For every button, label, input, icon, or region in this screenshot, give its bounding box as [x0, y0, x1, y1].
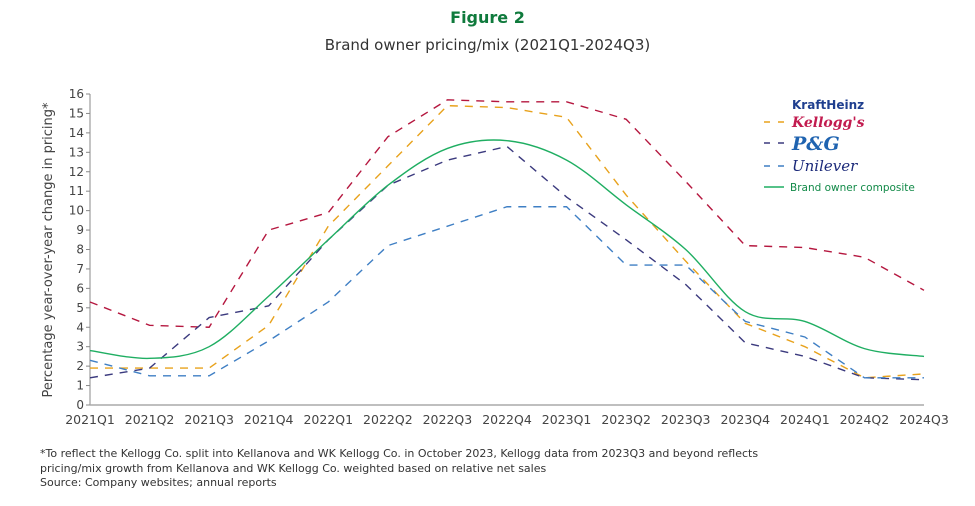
y-tick-label: 13: [69, 145, 84, 159]
x-tick-label: 2024Q3: [899, 412, 949, 427]
x-tick-label: 2022Q3: [423, 412, 473, 427]
x-tick-label: 2021Q1: [65, 412, 115, 427]
legend-kelloggs: Kellogg's: [791, 115, 865, 131]
kraftheinz-logo-text: KraftHeinz: [792, 98, 864, 112]
footnote-line-2: pricing/mix growth from Kellanova and WK…: [40, 461, 547, 475]
y-tick-label: 2: [76, 359, 84, 373]
legend: KraftHeinz Kellogg's P&G Unilever Brand …: [764, 98, 915, 194]
x-tick-label: 2021Q3: [184, 412, 234, 427]
y-tick-label: 7: [76, 262, 84, 276]
footnote: *To reflect the Kellogg Co. split into K…: [40, 447, 758, 491]
y-tick-label: 4: [76, 320, 84, 334]
legend-pg: P&G: [791, 133, 840, 155]
series-line-unilever: [89, 206, 924, 379]
y-tick-label: 14: [69, 126, 84, 140]
x-tick-label: 2024Q2: [840, 412, 890, 427]
y-tick-label: 11: [69, 184, 84, 198]
x-tick-label: 2021Q4: [244, 412, 294, 427]
x-tick-label: 2023Q2: [601, 412, 651, 427]
series-line-p-g: [89, 145, 925, 381]
y-tick-label: 1: [76, 379, 84, 393]
y-tick-label: 10: [69, 204, 84, 218]
y-tick-label: 16: [69, 87, 84, 101]
series-line-kraftheinz: [89, 99, 925, 328]
y-tick-label: 6: [76, 281, 84, 295]
x-tick-label: 2022Q1: [303, 412, 353, 427]
x-tick-label: 2024Q1: [780, 412, 830, 427]
x-tick-label: 2022Q2: [363, 412, 413, 427]
series-line-brand-owner-composite: [89, 139, 925, 360]
x-tick-label: 2022Q4: [482, 412, 532, 427]
x-tick-label: 2023Q1: [542, 412, 592, 427]
source-note: Source: Company websites; annual reports: [40, 476, 277, 489]
y-tick-label: 9: [76, 223, 84, 237]
y-tick-label: 12: [69, 165, 84, 179]
x-tick-label: 2023Q4: [720, 412, 770, 427]
legend-unilever: Unilever: [792, 157, 858, 175]
chart-title: Brand owner pricing/mix (2021Q1-2024Q3): [324, 36, 651, 54]
y-axis-label: Percentage year-over-year change in pric…: [41, 102, 56, 398]
x-tick-label: 2021Q2: [125, 412, 175, 427]
y-tick-label: 5: [76, 301, 84, 315]
footnote-line-1: *To reflect the Kellogg Co. split into K…: [40, 447, 759, 460]
y-tick-label: 15: [69, 106, 84, 120]
figure-label: Figure 2: [450, 8, 525, 27]
legend-composite: Brand owner composite: [790, 182, 915, 194]
y-tick-label: 8: [76, 243, 84, 257]
x-tick-label: 2023Q3: [661, 412, 711, 427]
legend-kraftheinz: KraftHeinz: [792, 98, 864, 112]
y-tick-label: 3: [76, 340, 84, 354]
y-tick-label: 0: [76, 398, 84, 412]
